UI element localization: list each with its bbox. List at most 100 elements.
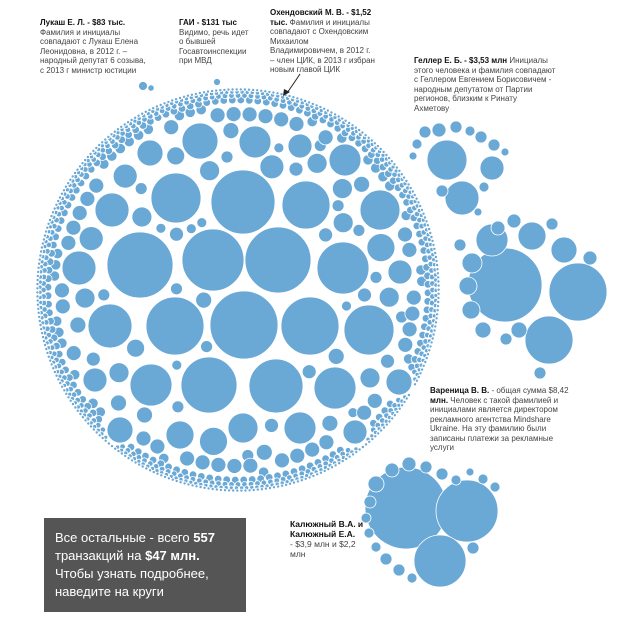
bubble-small[interactable] — [238, 87, 243, 92]
bubble-small[interactable] — [36, 265, 41, 270]
bubble-small[interactable] — [428, 344, 433, 349]
bubble-small[interactable] — [68, 177, 73, 182]
bubble-kalyuzhny[interactable] — [370, 541, 382, 553]
bubble-small[interactable] — [435, 263, 440, 268]
bubble-small[interactable] — [436, 299, 441, 304]
bubble-small[interactable] — [48, 358, 53, 363]
bubble-small[interactable] — [231, 488, 236, 493]
bubble-small[interactable] — [251, 88, 256, 93]
bubble-small[interactable] — [174, 478, 179, 483]
bubble-small[interactable] — [36, 306, 41, 311]
bubble-small[interactable] — [397, 336, 414, 353]
bubble-small[interactable] — [367, 439, 372, 444]
bubble-small[interactable] — [43, 342, 48, 347]
bubble-small[interactable] — [425, 223, 430, 228]
bubble-small[interactable] — [424, 356, 429, 361]
bubble[interactable] — [196, 217, 208, 229]
bubble-gai[interactable] — [213, 78, 221, 86]
bubble-small[interactable] — [433, 324, 438, 329]
bubble-small[interactable] — [122, 122, 127, 127]
bubble[interactable] — [136, 406, 153, 424]
bubble-geller[interactable] — [500, 147, 510, 157]
bubble-small[interactable] — [356, 404, 373, 421]
bubble-small[interactable] — [287, 481, 292, 486]
bubble[interactable] — [185, 223, 197, 235]
bubble-small[interactable] — [37, 257, 42, 262]
bubble-small[interactable] — [58, 195, 63, 200]
bubble[interactable] — [170, 282, 183, 296]
bubble[interactable] — [180, 356, 238, 414]
bubble-small[interactable] — [106, 134, 111, 139]
bubble-kalyuzhny[interactable] — [435, 479, 499, 543]
bubble-small[interactable] — [337, 461, 342, 466]
bubble-small[interactable] — [405, 289, 422, 306]
bubble-small[interactable] — [416, 200, 421, 205]
bubble-small[interactable] — [60, 384, 65, 389]
bubble-small[interactable] — [315, 472, 320, 477]
bubble-small[interactable] — [44, 346, 49, 351]
bubble[interactable] — [255, 443, 273, 461]
bubble-small[interactable] — [94, 145, 99, 150]
bubble-geller[interactable] — [418, 125, 432, 139]
bubble-small[interactable] — [329, 110, 334, 115]
bubble-small[interactable] — [433, 320, 438, 325]
bubble-small[interactable] — [103, 137, 108, 142]
bubble-small[interactable] — [333, 463, 338, 468]
bubble-small[interactable] — [303, 99, 308, 104]
bubble-small[interactable] — [306, 100, 311, 105]
bubble[interactable] — [273, 142, 285, 154]
bubble-small[interactable] — [100, 436, 105, 441]
bubble-small[interactable] — [273, 111, 290, 128]
bubble[interactable] — [199, 426, 228, 456]
bubble-small[interactable] — [222, 87, 227, 92]
bubble-small[interactable] — [54, 282, 70, 299]
bubble-small[interactable] — [259, 487, 264, 492]
bubble[interactable] — [288, 161, 304, 177]
bubble-small[interactable] — [38, 253, 43, 258]
bubble-small[interactable] — [299, 478, 304, 483]
bubble[interactable] — [287, 133, 313, 159]
bubble-small[interactable] — [414, 378, 419, 383]
bubble-small[interactable] — [404, 396, 409, 401]
bubble-small[interactable] — [402, 175, 407, 180]
bubble[interactable] — [69, 316, 87, 334]
bubble-varenitsa[interactable] — [550, 236, 578, 264]
bubble-small[interactable] — [263, 89, 268, 94]
bubble-small[interactable] — [190, 483, 195, 488]
bubble[interactable] — [331, 199, 345, 213]
bubble-kalyuzhny[interactable] — [413, 534, 467, 588]
bubble-small[interactable] — [366, 135, 371, 140]
bubble-small[interactable] — [68, 398, 73, 403]
bubble-small[interactable] — [279, 92, 284, 97]
bubble-small[interactable] — [149, 438, 166, 455]
bubble-small[interactable] — [36, 269, 41, 274]
bubble-varenitsa[interactable] — [517, 221, 547, 251]
bubble-small[interactable] — [436, 291, 441, 296]
bubble-small[interactable] — [363, 133, 368, 138]
bubble-kalyuzhny[interactable] — [465, 467, 475, 477]
bubble-small[interactable] — [119, 451, 124, 456]
bubble[interactable] — [353, 175, 371, 193]
bubble-kalyuzhny[interactable] — [392, 563, 406, 577]
bubble-geller[interactable] — [478, 181, 490, 193]
bubble-small[interactable] — [436, 295, 441, 300]
bubble-small[interactable] — [137, 462, 142, 467]
bubble-small[interactable] — [89, 424, 94, 429]
bubble-varenitsa[interactable] — [474, 321, 492, 339]
bubble[interactable] — [165, 420, 195, 450]
bubble-small[interactable] — [88, 177, 105, 194]
bubble-varenitsa[interactable] — [582, 250, 598, 266]
bubble-small[interactable] — [242, 457, 259, 474]
bubble[interactable] — [112, 163, 138, 189]
bubble-small[interactable] — [110, 444, 115, 449]
bubble-small[interactable] — [170, 98, 175, 103]
bubble-small[interactable] — [291, 95, 296, 100]
bubble-small[interactable] — [242, 87, 247, 92]
bubble-small[interactable] — [430, 336, 435, 341]
bubble-small[interactable] — [235, 488, 240, 493]
bubble-small[interactable] — [80, 161, 85, 166]
bubble-varenitsa[interactable] — [499, 332, 513, 346]
bubble[interactable] — [150, 172, 202, 224]
bubble-small[interactable] — [210, 456, 227, 473]
bubble-small[interactable] — [209, 107, 226, 124]
